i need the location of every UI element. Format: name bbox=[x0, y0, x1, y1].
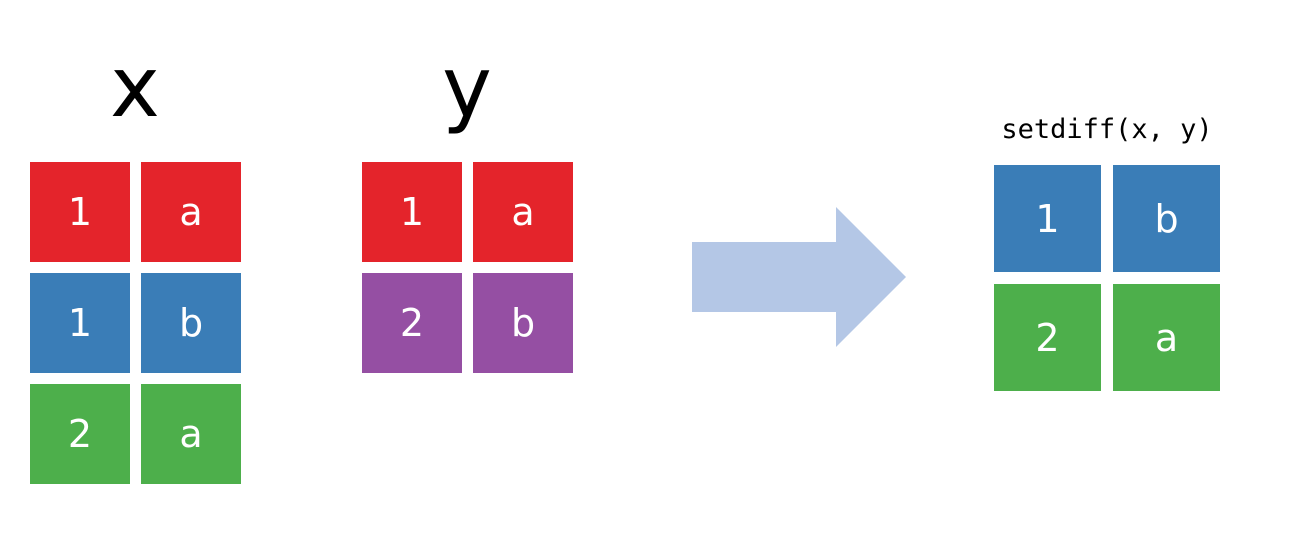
y-cell-r1-c2: a bbox=[473, 162, 573, 262]
x-cell-r3-c2: a bbox=[141, 384, 241, 484]
result-cell-r2-c2: a bbox=[1113, 284, 1220, 391]
x-cell-r2-c1: 1 bbox=[30, 273, 130, 373]
result-cell-r1-c2: b bbox=[1113, 165, 1220, 272]
result-cell-r1-c1: 1 bbox=[994, 165, 1101, 272]
y-cell-r1-c1: 1 bbox=[362, 162, 462, 262]
right-arrow-icon bbox=[692, 207, 906, 347]
y-cell-r2-c1: 2 bbox=[362, 273, 462, 373]
x-cell-r1-c1: 1 bbox=[30, 162, 130, 262]
table-y-title: y bbox=[442, 38, 492, 136]
result-title: setdiff(x, y) bbox=[1001, 114, 1213, 145]
result-cell-r2-c1: 2 bbox=[994, 284, 1101, 391]
x-cell-r3-c1: 2 bbox=[30, 384, 130, 484]
y-cell-r2-c2: b bbox=[473, 273, 573, 373]
x-cell-r1-c2: a bbox=[141, 162, 241, 262]
x-cell-r2-c2: b bbox=[141, 273, 241, 373]
table-x-title: x bbox=[110, 38, 160, 136]
